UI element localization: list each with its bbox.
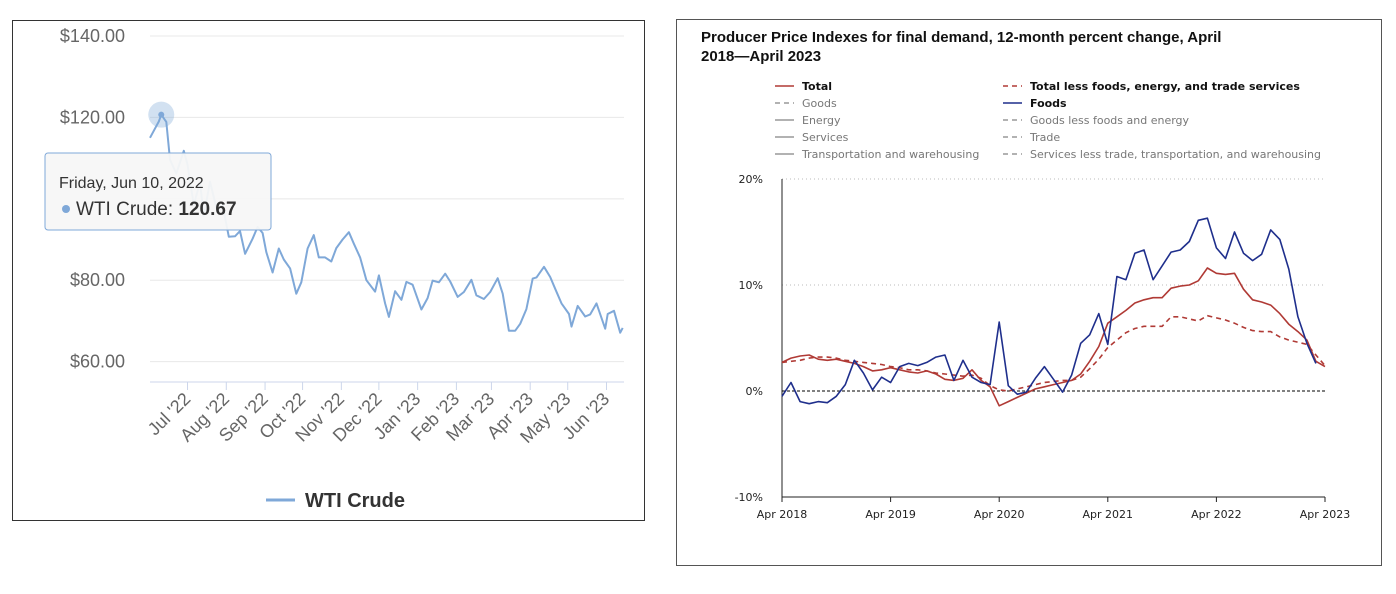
series-line-foods[interactable] [781, 217, 1317, 405]
y-tick-label: $60.00 [70, 352, 125, 372]
legend-label: Total less foods, energy, and trade serv… [1030, 80, 1300, 93]
hover-point-marker[interactable] [158, 111, 165, 118]
tooltip-series-dot [62, 205, 70, 213]
x-tick-label: Apr 2022 [1191, 508, 1242, 521]
chart-title-line-1: Producer Price Indexes for final demand,… [701, 29, 1221, 46]
chart-title-line-2: 2018—April 2023 [701, 48, 821, 65]
x-tick-label: Apr 2021 [1083, 508, 1134, 521]
series-lines [781, 217, 1326, 407]
x-tick-label: Apr 2018 [757, 508, 808, 521]
legend-label: Goods [802, 97, 837, 110]
y-tick-label: $120.00 [60, 107, 125, 127]
tooltip-series-label: WTI Crude: [76, 199, 178, 220]
x-tick-label: Apr 2023 [1300, 508, 1351, 521]
legend-label: Services [802, 131, 849, 144]
ppi-chart-panel: Producer Price Indexes for final demand,… [676, 19, 1382, 566]
y-tick-label: 20% [739, 173, 763, 186]
legend-label: Energy [802, 114, 841, 127]
legend-label-wti-crude[interactable]: WTI Crude [305, 490, 405, 512]
tooltip-box [44, 152, 272, 231]
chart-legend: Total Total less foods, energy, and trade… [775, 80, 1321, 161]
legend-item-energy[interactable]: Energy [775, 114, 841, 127]
y-tick-label: 0% [746, 385, 763, 398]
y-axis-tick-labels: $140.00 $120.00 $80.00 $60.00 [60, 26, 125, 372]
legend-label: Transportation and warehousing [801, 148, 979, 161]
legend-label: Total [802, 80, 832, 93]
legend-item-transportation-and-warehousing[interactable]: Transportation and warehousing [775, 148, 979, 161]
legend-item-trade[interactable]: Trade [1003, 131, 1060, 144]
x-tick-label: Apr 2019 [865, 508, 916, 521]
y-tick-label: $140.00 [60, 26, 125, 46]
legend-item-services-less-trade-transportation-and-warehousing[interactable]: Services less trade, transportation, and… [1003, 148, 1321, 161]
wti-crude-chart-panel: $140.00 $120.00 $80.00 $60.00 Jul '22 Aug '2… [12, 20, 645, 521]
tooltip-series-line: WTI Crude: 120.67 [76, 199, 237, 220]
legend-item-foods[interactable]: Foods [1003, 97, 1067, 110]
legend-label: Trade [1029, 131, 1060, 144]
legend-item-goods[interactable]: Goods [775, 97, 837, 110]
legend-item-goods-less-foods-and-energy[interactable]: Goods less foods and energy [1003, 114, 1190, 127]
tooltip-value: 120.67 [178, 199, 236, 220]
x-axis-tick-labels: Apr 2018 Apr 2019 Apr 2020 Apr 2021 Apr 2022… [757, 497, 1351, 521]
legend-label: Goods less foods and energy [1030, 114, 1190, 127]
y-tick-label: $80.00 [70, 270, 125, 290]
legend-item-services[interactable]: Services [775, 131, 849, 144]
y-tick-label: -10% [735, 491, 763, 504]
y-gridlines [782, 178, 1325, 286]
series-line-total[interactable] [781, 267, 1326, 407]
legend-label: Foods [1030, 97, 1067, 110]
y-tick-label: 10% [739, 279, 763, 292]
series-line-total-less-foods-energy-and-trade-services[interactable] [781, 314, 1326, 392]
x-tick-label: Apr 2020 [974, 508, 1025, 521]
y-axis-tick-labels: 20% 10% 0% -10% [735, 173, 763, 504]
ppi-chart: Producer Price Indexes for final demand,… [701, 29, 1351, 521]
tooltip-date: Friday, Jun 10, 2022 [59, 175, 204, 192]
legend-item-total[interactable]: Total [775, 80, 832, 93]
legend-label: Services less trade, transportation, and… [1030, 148, 1321, 161]
legend-item-total-less-foods-energy-and-trade-services[interactable]: Total less foods, energy, and trade serv… [1003, 80, 1300, 93]
chart-legend[interactable]: WTI Crude [266, 490, 405, 512]
tooltip: Friday, Jun 10, 2022 WTI Crude: 120.67 [44, 152, 272, 231]
